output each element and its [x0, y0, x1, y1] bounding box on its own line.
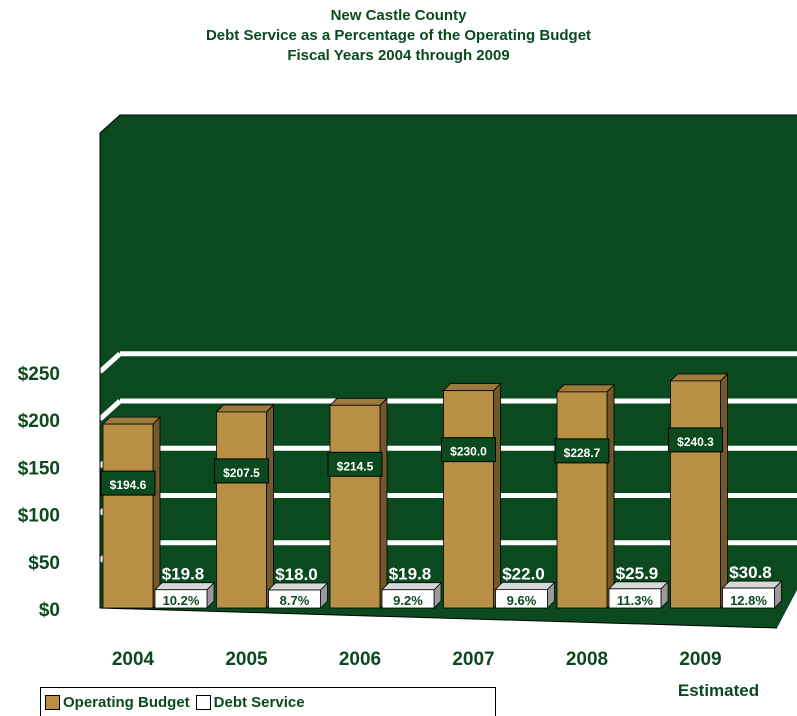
bar-percent-label: 8.7%	[280, 593, 310, 608]
bar-operating-budget-top	[102, 416, 161, 425]
bar-debt-service	[722, 587, 775, 609]
bar-debt-service-top	[381, 582, 442, 591]
legend-swatch-operating-budget	[45, 694, 60, 710]
bar-operating-budget	[443, 390, 494, 609]
bar-value-label: $207.5	[223, 466, 260, 480]
bar-operating-budget	[329, 404, 381, 609]
bar-percent-label: 9.2%	[393, 593, 423, 608]
bar-percent-label: 10.2%	[163, 593, 200, 608]
y-tick-label: $0	[39, 600, 60, 621]
wall-outline	[99, 114, 797, 134]
bar-value-label: $240.3	[677, 435, 714, 449]
legend-label-debt-service: Debt Service	[213, 693, 305, 711]
bar-debt-value-label: $30.8	[729, 563, 772, 582]
y-tick-label: $150	[18, 458, 60, 479]
x-tick-label: 2006	[339, 649, 381, 670]
chart-subtitle-1: Debt Service as a Percentage of the Oper…	[205, 27, 592, 44]
bar-operating-budget-top	[442, 383, 502, 392]
y-tick-label: $50	[28, 553, 60, 574]
bar-operating-budget-top	[669, 373, 729, 382]
x-tick-label: 2007	[452, 649, 494, 670]
bar-operating-budget-side	[493, 382, 501, 609]
legend: Operating Budget Debt Service	[40, 687, 496, 716]
bar-operating-budget-side	[266, 403, 274, 609]
bar-debt-service	[608, 588, 662, 609]
y-tick-label: $100	[18, 506, 60, 527]
bar-debt-service-top	[721, 580, 783, 589]
bar-value-label-box	[441, 437, 496, 463]
bar-value-label-box	[100, 470, 156, 496]
bar-value-label: $228.7	[564, 446, 601, 460]
chart-title: New Castle County	[330, 7, 467, 24]
gridline-side	[98, 399, 122, 421]
bar-debt-service-top	[154, 582, 215, 591]
bar-debt-service-top	[494, 582, 556, 590]
bar-operating-budget-side	[152, 416, 161, 609]
bar-debt-service	[154, 589, 208, 609]
gridline-side	[98, 351, 122, 374]
bar-value-label-box	[214, 458, 269, 484]
legend-item-debt-service: Debt Service	[195, 693, 305, 711]
legend-swatch-debt-service	[195, 694, 211, 710]
bar-value-label-box	[668, 427, 723, 453]
bar-operating-budget-top	[215, 404, 275, 413]
x-tick-label: 2005	[225, 649, 268, 670]
bar-debt-value-label: $22.0	[502, 564, 545, 583]
bar-operating-budget-top	[329, 397, 388, 406]
bar-debt-value-label: $25.9	[616, 564, 659, 583]
floor-outline	[99, 133, 778, 629]
x-tick-note: Estimated	[678, 681, 759, 700]
x-tick-label: 2009	[679, 649, 721, 670]
bar-operating-budget-side	[606, 383, 615, 609]
bar-debt-value-label: $19.8	[389, 565, 432, 584]
bar-value-label-box	[327, 451, 383, 477]
bar-debt-service-top	[267, 582, 329, 591]
bar-debt-service	[381, 589, 435, 609]
bar-debt-service	[495, 589, 548, 609]
bar-value-label: $194.6	[110, 478, 147, 492]
bar-operating-budget	[216, 411, 267, 609]
bar-operating-budget-side	[720, 372, 728, 609]
y-tick-label: $250	[18, 364, 60, 385]
bar-debt-value-label: $19.8	[162, 565, 205, 584]
chart-subtitle-2: Fiscal Years 2004 through 2009	[287, 47, 510, 64]
bar-value-label-box	[554, 438, 610, 464]
legend-item-operating-budget: Operating Budget	[45, 694, 190, 711]
bar-operating-budget	[556, 391, 608, 609]
y-tick-label: $200	[18, 411, 60, 432]
bar-debt-value-label: $18.0	[275, 565, 318, 584]
bar-percent-label: 11.3%	[617, 593, 654, 608]
bar-debt-service	[268, 589, 321, 609]
bar-percent-label: 9.6%	[507, 593, 537, 608]
bar-operating-budget	[102, 423, 154, 609]
x-tick-label: 2004	[112, 649, 155, 670]
x-tick-label: 2008	[566, 649, 608, 670]
bar-percent-label: 12.8%	[730, 593, 767, 608]
bar-value-label: $214.5	[337, 459, 374, 473]
bar-operating-budget	[670, 380, 721, 609]
bar-operating-budget-side	[379, 397, 388, 609]
bar-operating-budget-top	[556, 384, 615, 393]
legend-label-operating-budget: Operating Budget	[63, 693, 190, 711]
bar-debt-service-top	[608, 581, 669, 590]
bar-value-label: $230.0	[450, 445, 487, 459]
